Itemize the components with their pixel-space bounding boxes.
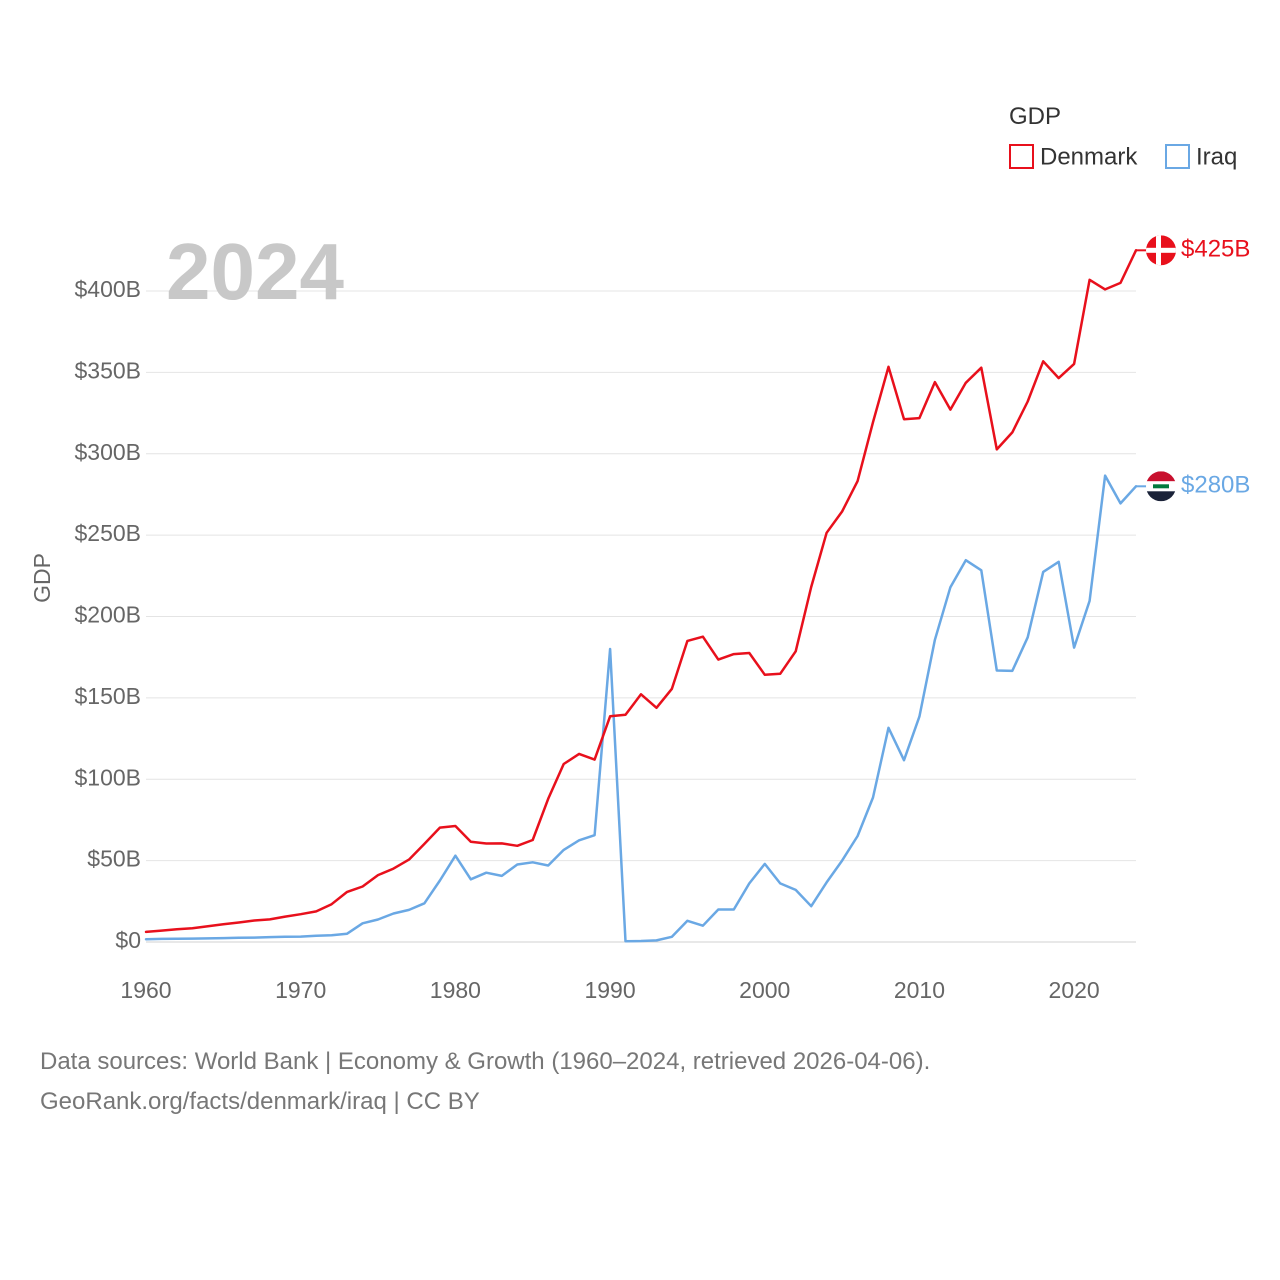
footer: Data sources: World Bank | Economy & Gro… [40, 1042, 1240, 1122]
legend: GDP Denmark Iraq [1009, 103, 1237, 170]
x-tick-label: 1960 [120, 977, 171, 1003]
iraq-flag-icon [1146, 471, 1176, 502]
series-lines [144, 249, 1138, 943]
y-tick-label: $0 [115, 927, 141, 953]
end-marker-iraq: $280B [1136, 471, 1250, 502]
y-tick-label: $300B [74, 439, 141, 465]
series-line-iraq[interactable] [144, 474, 1138, 943]
legend-title: GDP [1009, 103, 1061, 130]
y-tick-label: $250B [74, 520, 141, 546]
y-tick-label: $150B [74, 683, 141, 709]
y-axis-ticks: $0 $50B $100B $150B $200B $250B $300B $350B $400… [74, 276, 141, 953]
x-tick-label: 2020 [1049, 977, 1100, 1003]
denmark-flag-icon [1146, 235, 1176, 266]
legend-swatch-denmark [1009, 144, 1034, 169]
y-tick-label: $50B [87, 846, 141, 872]
legend-label-iraq: Iraq [1196, 143, 1237, 170]
y-tick-label: $350B [74, 357, 141, 383]
end-label-denmark: $425B [1181, 236, 1250, 263]
series-line-denmark[interactable] [144, 249, 1138, 934]
x-axis-ticks: 1960 1970 1980 1990 2000 2010 2020 [120, 977, 1099, 1003]
legend-swatch-iraq [1165, 144, 1190, 169]
y-axis-label: GDP [29, 553, 55, 603]
year-label: 2024 [166, 227, 344, 316]
y-tick-label: $200B [74, 602, 141, 628]
x-tick-label: 2010 [894, 977, 945, 1003]
x-tick-label: 2000 [739, 977, 790, 1003]
legend-label-denmark: Denmark [1040, 143, 1138, 170]
end-marker-denmark: $425B [1136, 235, 1250, 266]
x-tick-label: 1980 [430, 977, 481, 1003]
footer-sources: Data sources: World Bank | Economy & Gro… [40, 1048, 931, 1075]
end-label-iraq: $280B [1181, 472, 1250, 499]
x-tick-label: 1990 [584, 977, 635, 1003]
gdp-line-chart: $0 $50B $100B $150B $200B $250B $300B $350B $400… [29, 103, 1250, 1003]
footer-attribution[interactable]: GeoRank.org/facts/denmark/iraq | CC BY [40, 1088, 480, 1115]
gridlines [146, 290, 1136, 943]
legend-item-denmark[interactable]: Denmark [1009, 143, 1138, 170]
y-tick-label: $100B [74, 764, 141, 790]
legend-item-iraq[interactable]: Iraq [1165, 143, 1237, 170]
y-tick-label: $400B [74, 276, 141, 302]
x-tick-label: 1970 [275, 977, 326, 1003]
end-labels: $425B $280B [1136, 235, 1250, 502]
